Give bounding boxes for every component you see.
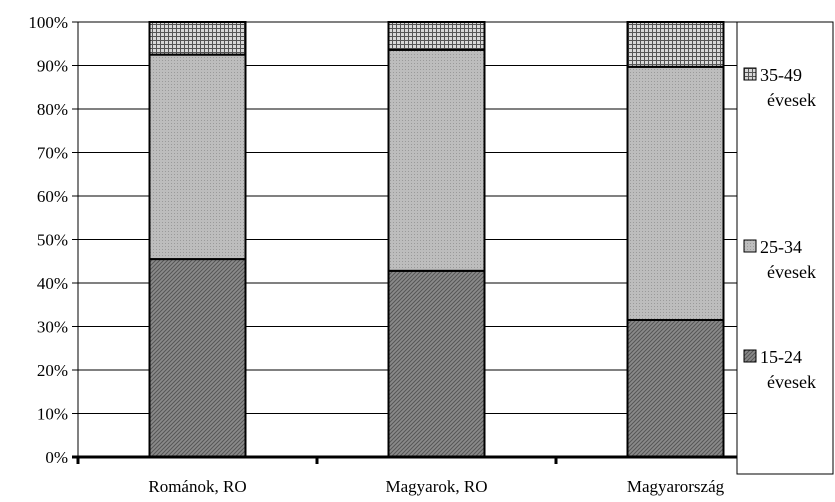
- y-tick-label: 60%: [37, 187, 68, 206]
- x-tick-label: Magyarország: [627, 477, 725, 496]
- y-tick-label: 70%: [37, 144, 68, 163]
- bar-segment-1-3: [626, 318, 725, 458]
- y-tick-label: 50%: [37, 231, 68, 250]
- legend-swatch: [743, 239, 757, 253]
- bar-segment-3-1: [148, 21, 247, 56]
- bar-segment-1-1: [148, 258, 247, 459]
- y-tick-label: 20%: [37, 361, 68, 380]
- y-tick-label: 40%: [37, 274, 68, 293]
- legend-label-line2: évesek: [767, 90, 816, 110]
- bar-segment-2-1: [148, 53, 247, 261]
- legend-label-line2: évesek: [767, 262, 816, 282]
- legend-label: 25-34: [760, 237, 802, 257]
- x-tick-label: Románok, RO: [148, 477, 246, 496]
- y-tick-label: 80%: [37, 100, 68, 119]
- legend: 35-49 évesek 25-34 évesek 15-24 évesek: [736, 21, 834, 475]
- y-tick-label: 0%: [45, 448, 68, 467]
- bar-segment-1-2: [387, 269, 486, 458]
- y-tick-label: 30%: [37, 318, 68, 337]
- bar-segment-3-2: [387, 21, 486, 51]
- legend-label: 35-49: [760, 65, 802, 85]
- y-tick-label: 90%: [37, 57, 68, 76]
- legend-label: 15-24: [760, 347, 802, 367]
- x-axis-ticks: Románok, RO Magyarok, RO Magyarország: [148, 477, 724, 496]
- bars: [148, 21, 725, 459]
- y-tick-label: 100%: [28, 13, 68, 32]
- legend-label-line2: évesek: [767, 372, 816, 392]
- bar-segment-2-2: [387, 48, 486, 272]
- y-tick-label: 10%: [37, 405, 68, 424]
- legend-swatch: [743, 67, 757, 81]
- y-axis-ticks: 0% 10% 20% 30% 40% 50% 60% 70% 80% 90% 100%: [28, 13, 78, 467]
- legend-swatch: [743, 349, 757, 363]
- bar-segment-3-3: [626, 21, 725, 68]
- x-tick-label: Magyarok, RO: [386, 477, 488, 496]
- bar-segment-2-3: [626, 65, 725, 321]
